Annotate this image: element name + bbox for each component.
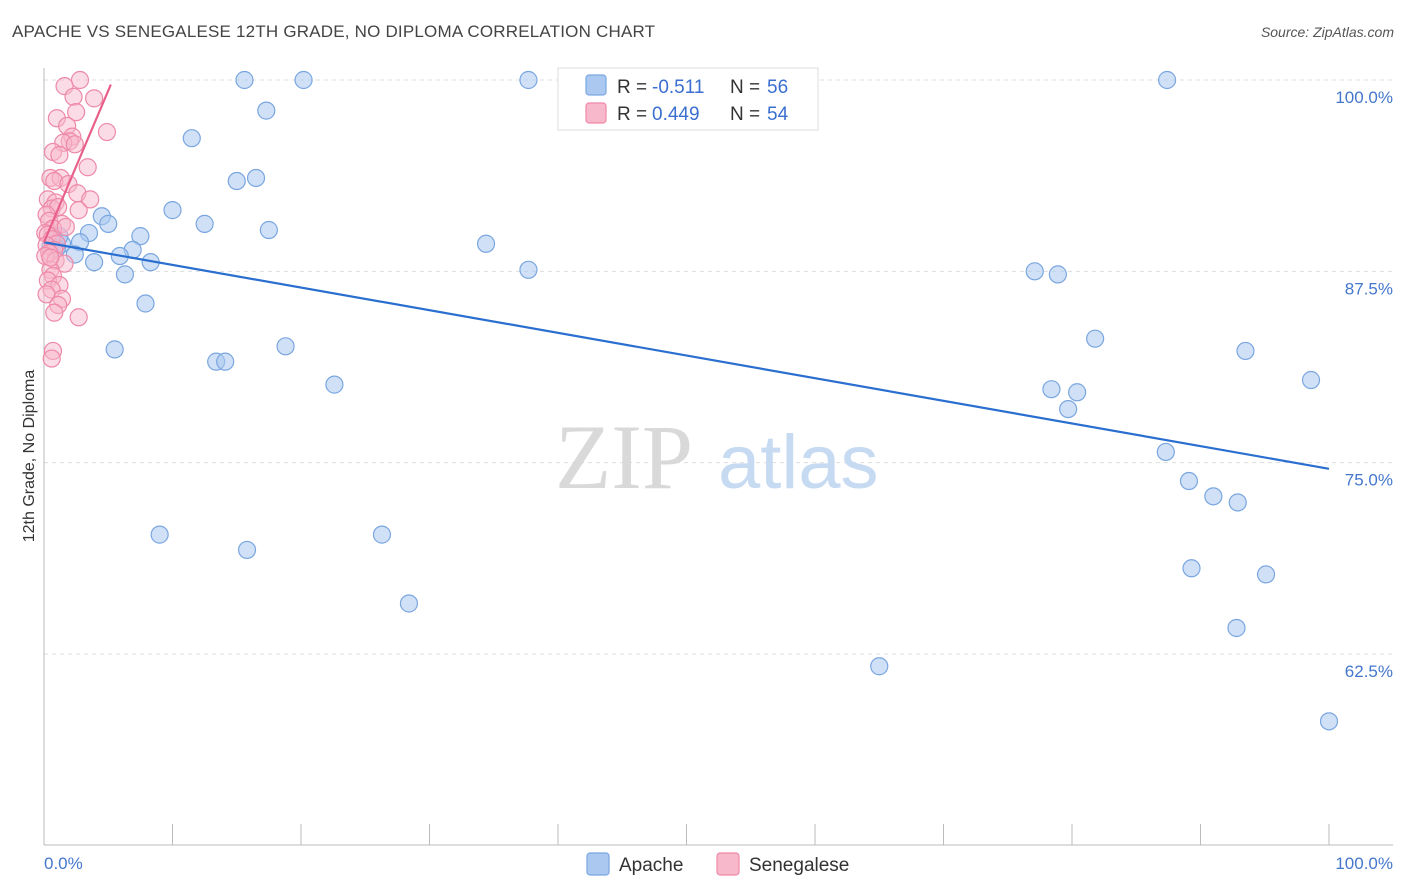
legend-n-label-senegalese: N = [730, 104, 760, 125]
legend-swatch-apache [585, 74, 607, 96]
senegalese-point [67, 103, 86, 122]
apache-point [1204, 487, 1223, 506]
apache-point [276, 337, 295, 356]
senegalese-point [81, 190, 100, 209]
legend-n-value-senegalese: 54 [767, 104, 789, 125]
apache-point [372, 525, 392, 544]
senegalese-trend-line [42, 84, 112, 243]
legend-r-label-senegalese: R = [617, 104, 647, 125]
senegalese-point [85, 89, 104, 108]
series-legend-swatch-senegalese [716, 852, 740, 876]
senegalese-point [42, 349, 61, 368]
apache-point [476, 234, 496, 253]
apache-point [1157, 70, 1177, 90]
apache-point [85, 253, 104, 272]
apache-point [1228, 493, 1247, 512]
legend-swatch-senegalese [585, 102, 607, 124]
apache-point [294, 70, 313, 90]
trend-lines [42, 84, 1330, 470]
apache-point [1179, 471, 1199, 491]
y-tick-label: 100.0% [1335, 88, 1393, 107]
apache-point [235, 70, 254, 90]
apache-point [1227, 618, 1246, 638]
apache-point [1048, 265, 1067, 284]
senegalese-point [78, 158, 97, 177]
apache-point [1059, 399, 1078, 419]
senegalese-point [97, 122, 117, 142]
legend-n-label-apache: N = [730, 77, 760, 98]
apache-points [41, 70, 1339, 731]
apache-point [257, 101, 276, 120]
senegalese-point [41, 248, 60, 267]
y-tick-labels: 62.5% 75.0% 87.5% 100.0% [1335, 88, 1393, 681]
apache-point [1319, 712, 1339, 731]
apache-point [246, 168, 266, 188]
senegalese-point [69, 201, 88, 220]
legend-r-label-apache: R = [617, 77, 647, 98]
apache-point [1086, 329, 1105, 348]
chart-title: APACHE VS SENEGALESE 12TH GRADE, NO DIPL… [12, 22, 656, 41]
legend-n-value-apache: 56 [767, 77, 788, 98]
source-label: Source: ZipAtlas.com [1260, 24, 1394, 40]
apache-point [870, 657, 889, 676]
y-tick-label: 75.0% [1345, 471, 1393, 490]
apache-point [519, 260, 538, 279]
apache-point [237, 540, 257, 560]
senegalese-points [36, 70, 117, 368]
apache-point [1025, 262, 1044, 281]
y-axis-label: 12th Grade, No Diploma [21, 370, 38, 543]
apache-point [163, 201, 182, 220]
apache-point [1301, 370, 1321, 390]
apache-point [1256, 565, 1276, 584]
apache-point [399, 594, 419, 613]
senegalese-point [64, 87, 83, 106]
watermark-atlas: atlas [718, 420, 879, 505]
apache-point [136, 294, 155, 313]
senegalese-point [56, 217, 75, 237]
x-axis-ticks [43, 824, 1330, 845]
y-tick-label: 87.5% [1345, 279, 1393, 298]
senegalese-point [65, 135, 84, 154]
apache-point [1068, 383, 1087, 402]
series-legend: Apache Senegalese [586, 852, 849, 876]
legend-r-value-senegalese: 0.449 [652, 104, 700, 125]
series-legend-label-apache: Apache [619, 855, 683, 876]
y-tick-label: 62.5% [1345, 662, 1393, 681]
apache-point [105, 340, 124, 359]
apache-point [259, 220, 278, 240]
apache-point [195, 214, 214, 233]
apache-point [150, 525, 169, 544]
apache-point [1156, 442, 1175, 462]
apache-point [227, 171, 246, 191]
series-legend-label-senegalese: Senegalese [749, 855, 849, 876]
apache-point [325, 375, 344, 394]
senegalese-point [69, 308, 88, 327]
apache-point [1042, 380, 1061, 399]
watermark-zip: ZIP [555, 406, 693, 508]
apache-point [1236, 341, 1255, 361]
x-tick-label-max: 100.0% [1335, 854, 1393, 873]
stats-legend: R = -0.511 N = 56 R = 0.449 N = 54 [557, 67, 819, 131]
apache-point [131, 227, 150, 246]
apache-point [115, 265, 135, 284]
apache-trend-line [43, 241, 1330, 470]
apache-point [519, 70, 538, 90]
apache-point [182, 129, 201, 148]
senegalese-point [70, 70, 90, 90]
legend-r-value-apache: -0.511 [652, 77, 704, 98]
senegalese-point [45, 303, 64, 322]
x-tick-label-min: 0.0% [44, 854, 83, 873]
apache-point [1182, 559, 1201, 578]
apache-point [99, 214, 118, 233]
series-legend-swatch-apache [586, 852, 610, 876]
senegalese-point [50, 145, 69, 165]
apache-point [216, 352, 235, 371]
